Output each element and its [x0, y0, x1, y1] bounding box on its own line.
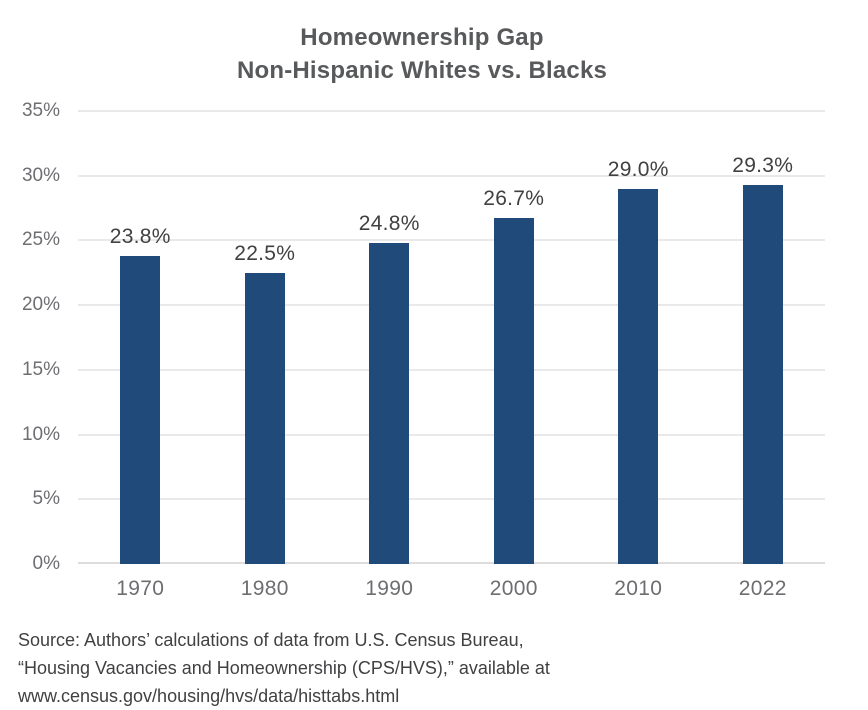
gridline-5%	[78, 498, 825, 501]
plot-area: 23.8% 22.5% 24.8% 26.7% 29.0% 29.3%	[78, 110, 825, 564]
chart-title-line1: Homeownership Gap	[300, 24, 544, 51]
bar-value-label-1980: 22.5%	[234, 241, 296, 265]
bar-value-label-2022: 29.3%	[732, 153, 794, 177]
chart-title: Homeownership Gap Non-Hispanic Whites vs…	[0, 21, 844, 87]
y-tick-label-20%: 20%	[21, 294, 60, 316]
source-line-2: “Housing Vacancies and Homeownership (CP…	[18, 658, 550, 678]
chart-title-line2: Non-Hispanic Whites vs. Blacks	[236, 57, 608, 84]
bar-1970	[120, 255, 161, 564]
gridline-25%	[78, 239, 825, 242]
source-line-1: Source: Authors’ calculations of data fr…	[18, 630, 524, 650]
y-tick-label-35%: 35%	[21, 100, 60, 121]
y-tick-label-5%: 5%	[32, 488, 60, 510]
y-tick-label-15%: 15%	[21, 358, 60, 380]
source-note: Source: Authors’ calculations of data fr…	[18, 626, 738, 710]
bar-2010	[618, 188, 659, 564]
gridline-35%	[78, 110, 825, 112]
x-axis-labels: 1970 1980 1990 2000 2010 2022	[78, 577, 825, 605]
x-tick-label-2000: 2000	[489, 577, 538, 600]
bar-value-label-1990: 24.8%	[358, 212, 420, 236]
bar-value-label-2010: 29.0%	[607, 157, 669, 181]
x-tick-label-1980: 1980	[240, 577, 289, 600]
y-axis-labels: 0% 5% 10% 15% 20% 25% 30% 35%	[0, 100, 60, 574]
bar-2022	[742, 184, 783, 564]
bar-value-label-1970: 23.8%	[109, 224, 171, 248]
x-axis-line	[78, 562, 825, 564]
y-tick-label-10%: 10%	[21, 423, 60, 445]
bar-2000	[493, 218, 534, 564]
gridline-10%	[78, 433, 825, 436]
bar-value-label-2000: 26.7%	[483, 187, 545, 211]
x-tick-label-1970: 1970	[116, 577, 165, 600]
source-line-3: www.census.gov/housing/hvs/data/histtabs…	[18, 686, 400, 706]
y-tick-label-25%: 25%	[21, 229, 60, 251]
x-tick-label-1990: 1990	[365, 577, 414, 600]
x-tick-label-2010: 2010	[614, 577, 663, 600]
y-tick-label-30%: 30%	[21, 164, 60, 186]
y-tick-label-0%: 0%	[32, 553, 60, 574]
gridline-15%	[78, 368, 825, 371]
bar-1990	[369, 243, 410, 564]
gridline-20%	[78, 304, 825, 307]
bar-1980	[244, 272, 285, 564]
x-tick-label-2022: 2022	[738, 577, 787, 600]
gridline-30%	[78, 174, 825, 177]
